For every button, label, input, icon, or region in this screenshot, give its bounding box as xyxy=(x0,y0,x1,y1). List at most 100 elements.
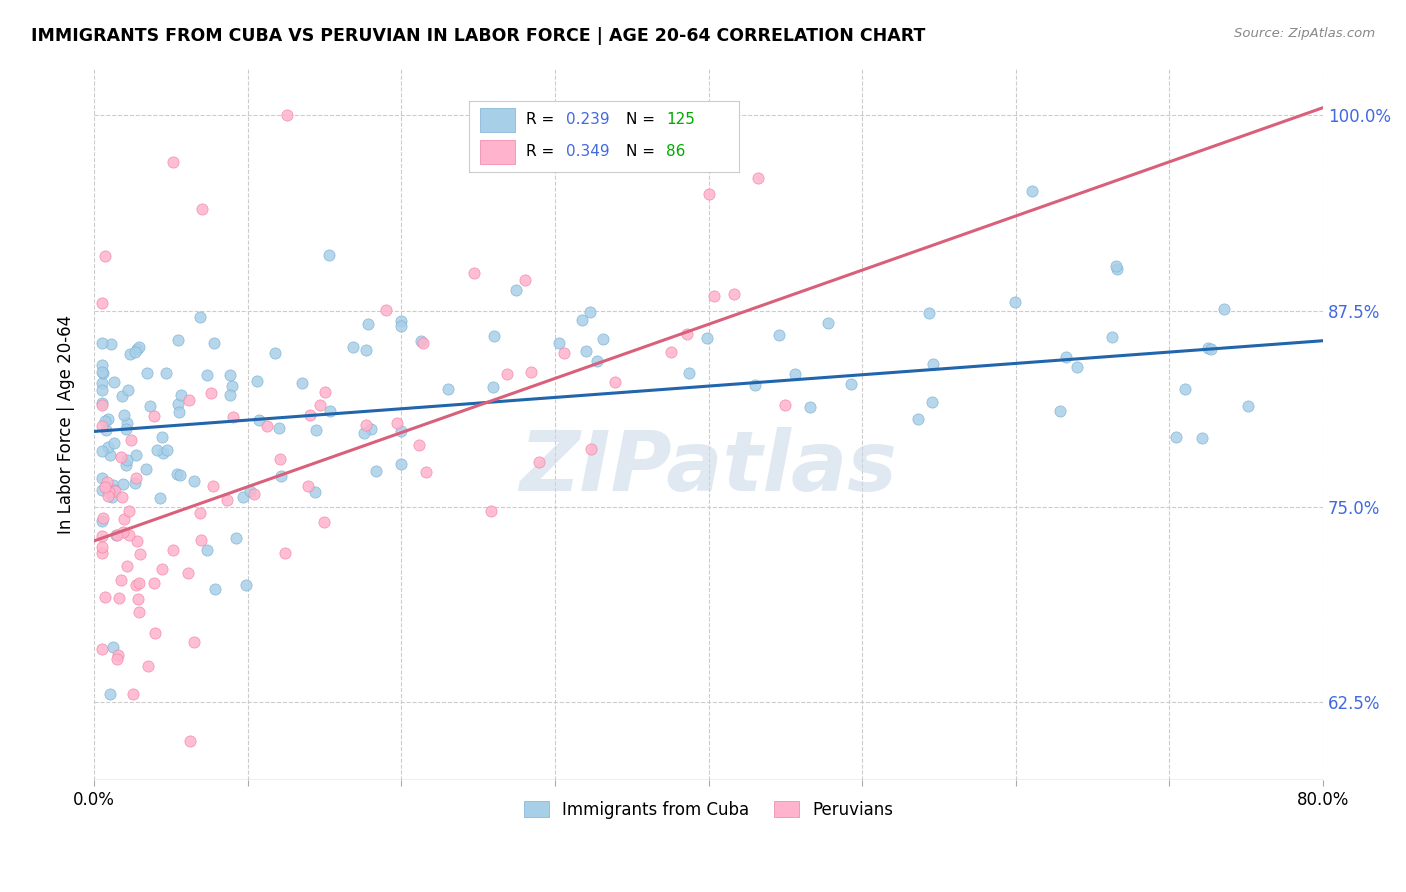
Point xyxy=(117,383,139,397)
Point xyxy=(839,377,862,392)
Point xyxy=(319,404,342,418)
Point xyxy=(125,578,148,592)
Point xyxy=(118,528,141,542)
Point xyxy=(575,343,598,358)
Point xyxy=(93,366,115,380)
Point xyxy=(110,450,132,465)
Point xyxy=(139,399,162,413)
Point xyxy=(246,374,269,388)
Point xyxy=(678,366,700,380)
Point xyxy=(290,376,312,391)
Point xyxy=(110,573,132,587)
Point xyxy=(105,652,128,666)
Point xyxy=(1164,430,1187,444)
Point xyxy=(922,357,945,371)
Point xyxy=(408,438,430,452)
Point xyxy=(94,415,117,429)
Point xyxy=(150,561,173,575)
Point xyxy=(463,266,485,280)
Point xyxy=(128,606,150,620)
Point xyxy=(768,327,790,342)
Point xyxy=(169,468,191,483)
Point xyxy=(412,336,434,351)
Point xyxy=(104,527,127,541)
Point xyxy=(799,400,821,414)
Point xyxy=(190,533,212,547)
Point xyxy=(221,379,243,393)
Point xyxy=(90,398,112,412)
Point xyxy=(1105,262,1128,277)
Point xyxy=(177,566,200,581)
Point xyxy=(389,314,412,328)
Point xyxy=(269,421,291,435)
Point xyxy=(356,418,378,433)
Point xyxy=(353,425,375,440)
Point xyxy=(921,394,943,409)
Point xyxy=(409,334,432,348)
Point xyxy=(143,409,166,423)
Point xyxy=(744,377,766,392)
Point xyxy=(696,330,718,344)
Point xyxy=(90,335,112,350)
Point xyxy=(354,343,377,357)
Point xyxy=(114,422,136,436)
Point xyxy=(605,375,627,389)
Point xyxy=(179,734,201,748)
Point xyxy=(1054,350,1077,364)
Point xyxy=(127,533,149,548)
Point xyxy=(215,492,238,507)
Text: ZIPatlas: ZIPatlas xyxy=(520,426,897,508)
Point xyxy=(592,332,614,346)
Point xyxy=(519,365,541,379)
Point xyxy=(243,487,266,501)
Point xyxy=(195,368,218,382)
Point xyxy=(389,424,412,438)
Point xyxy=(135,462,157,476)
Point xyxy=(1191,431,1213,445)
Point xyxy=(90,376,112,390)
Point xyxy=(513,273,536,287)
Point xyxy=(357,317,380,331)
Point xyxy=(318,248,340,262)
Point xyxy=(375,302,398,317)
Point xyxy=(1197,341,1219,355)
Point xyxy=(114,458,136,472)
Point xyxy=(505,283,527,297)
Point xyxy=(723,287,745,301)
Point xyxy=(188,310,211,324)
Point xyxy=(918,306,941,320)
Point xyxy=(166,467,188,481)
Point xyxy=(571,312,593,326)
Point xyxy=(150,429,173,443)
Point xyxy=(90,419,112,434)
Point xyxy=(143,626,166,640)
Point xyxy=(202,479,225,493)
Point xyxy=(1066,359,1088,374)
Point xyxy=(1212,301,1234,316)
Point xyxy=(155,366,177,380)
Point xyxy=(527,455,550,469)
Point xyxy=(97,440,120,454)
Point xyxy=(94,423,117,437)
Point xyxy=(120,433,142,447)
Point xyxy=(482,328,505,343)
Point xyxy=(200,386,222,401)
Point xyxy=(94,249,117,263)
Point xyxy=(91,510,114,524)
Point xyxy=(298,409,321,423)
Point xyxy=(103,483,125,497)
Point xyxy=(117,416,139,430)
Point xyxy=(97,484,120,499)
Point xyxy=(136,659,159,673)
Point xyxy=(389,457,412,471)
Point xyxy=(127,591,149,606)
Point xyxy=(122,687,145,701)
Point xyxy=(118,504,141,518)
Point xyxy=(107,648,129,663)
Point xyxy=(225,531,247,545)
Point xyxy=(90,483,112,497)
Point xyxy=(747,170,769,185)
Point xyxy=(907,412,929,426)
Point xyxy=(112,512,135,526)
Point xyxy=(219,368,242,383)
